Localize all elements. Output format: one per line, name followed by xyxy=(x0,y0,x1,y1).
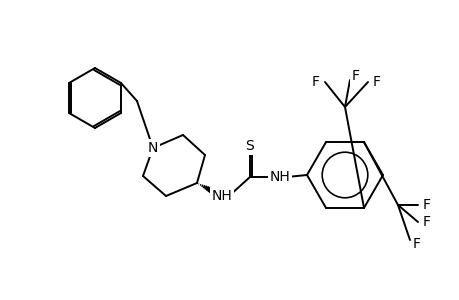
Text: F: F xyxy=(372,75,380,89)
Text: N: N xyxy=(147,141,158,155)
Text: F: F xyxy=(351,69,359,83)
Text: F: F xyxy=(422,215,430,229)
Text: F: F xyxy=(311,75,319,89)
Text: F: F xyxy=(412,237,420,251)
Text: NH: NH xyxy=(269,170,290,184)
Text: F: F xyxy=(422,198,430,212)
Text: NH: NH xyxy=(211,189,232,203)
Text: S: S xyxy=(245,139,254,153)
